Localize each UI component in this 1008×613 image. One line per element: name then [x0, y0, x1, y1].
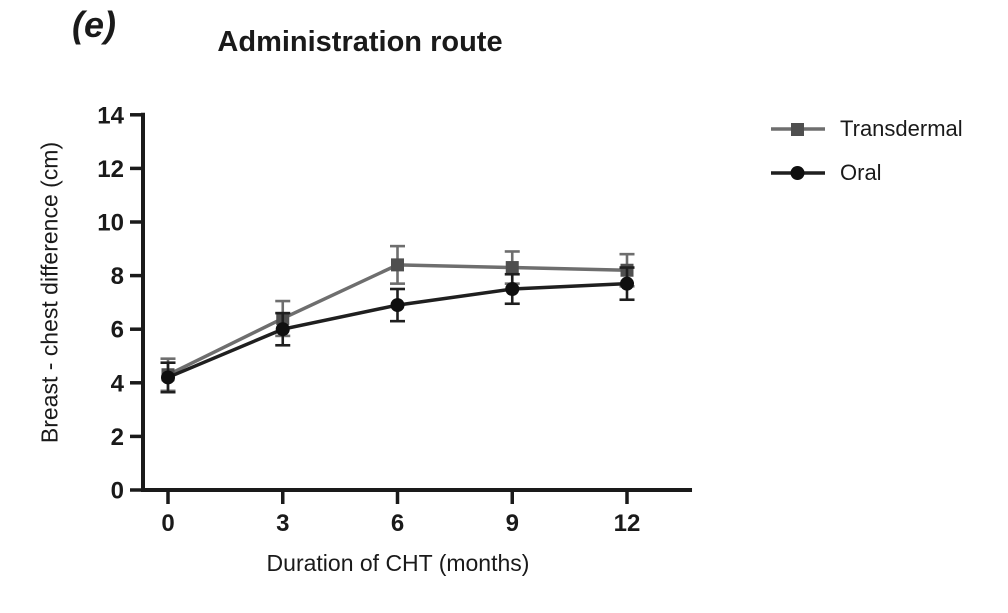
data-point-oral [505, 282, 520, 296]
data-point-oral [161, 370, 175, 385]
y-tick-label: 0 [111, 478, 124, 505]
x-tick-label: 9 [506, 510, 519, 537]
oral-series-marker-icon [771, 166, 825, 180]
y-tick-label: 6 [111, 317, 124, 344]
y-tick-label: 10 [97, 210, 124, 237]
x-tick-label: 12 [614, 510, 641, 537]
x-axis-label: Duration of CHT (months) [266, 550, 530, 576]
data-point-transdermal [505, 261, 519, 275]
x-tick-label: 3 [276, 510, 289, 537]
transdermal-series-marker-icon [771, 123, 825, 136]
x-tick-label: 6 [391, 510, 404, 537]
legend-label-oral: Oral [840, 160, 882, 185]
y-tick-label: 4 [111, 370, 125, 397]
chart-title: Administration route [217, 26, 503, 58]
data-point-oral [275, 322, 290, 337]
data-point-transdermal [391, 258, 404, 272]
y-tick-label: 12 [97, 156, 124, 183]
data-point-oral [620, 276, 634, 291]
legend-marker-oral [790, 166, 805, 180]
legend-label-transdermal: Transdermal [840, 116, 963, 141]
x-tick-label: 0 [161, 510, 174, 537]
legend-item-oral: Oral [770, 160, 963, 186]
y-tick-label: 14 [97, 102, 124, 129]
legend: Transdermal Oral [770, 116, 963, 204]
legend-item-transdermal: Transdermal [770, 116, 963, 142]
y-tick-label: 8 [111, 263, 124, 290]
y-tick-label: 2 [111, 424, 124, 451]
data-point-oral [390, 298, 405, 313]
legend-marker-transdermal [791, 123, 804, 136]
panel-letter-label: (e) [72, 4, 116, 45]
